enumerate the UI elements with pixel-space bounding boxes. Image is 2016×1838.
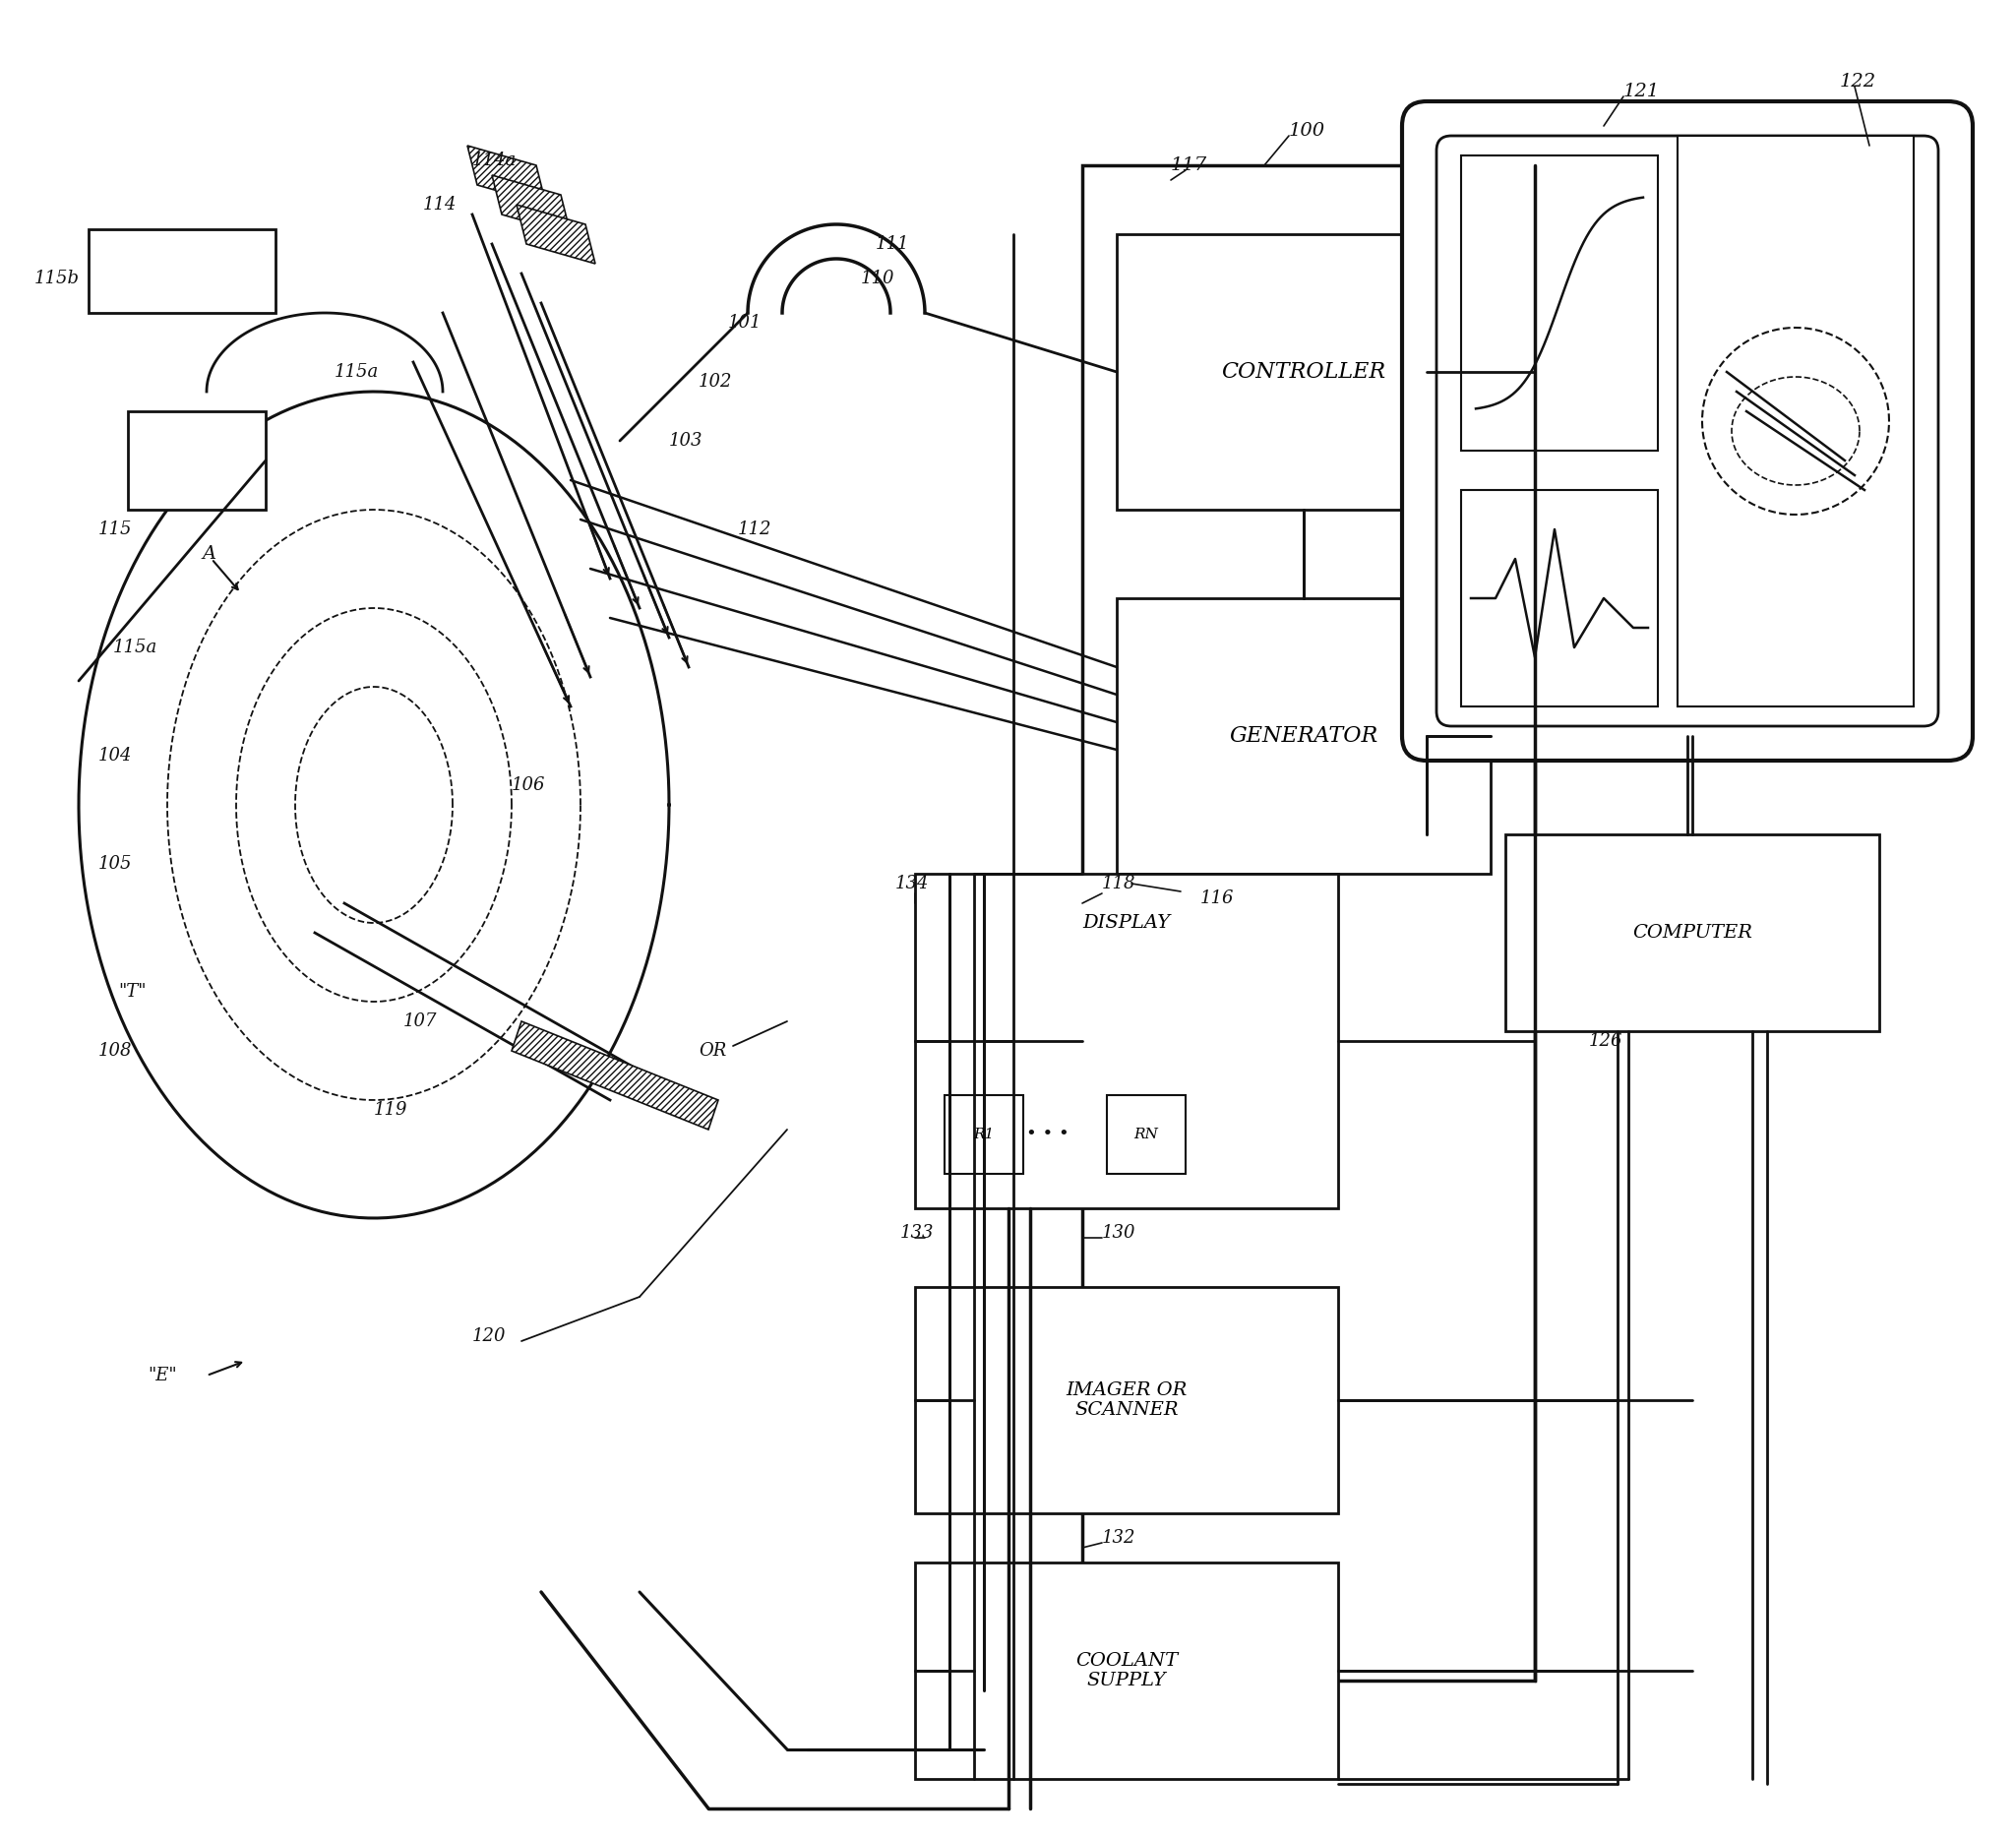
Text: 120: 120 [472, 1327, 506, 1345]
Bar [915, 873, 1339, 1208]
Text: 114: 114 [423, 197, 458, 213]
Text: 121: 121 [1623, 83, 1659, 101]
Text: 115b: 115b [34, 270, 81, 287]
Text: 114a: 114a [472, 151, 516, 169]
Bar [1462, 491, 1657, 706]
Polygon shape [468, 145, 546, 204]
Bar [1117, 233, 1490, 509]
Text: 115a: 115a [335, 364, 379, 380]
Text: R1: R1 [974, 1127, 994, 1141]
Text: 112: 112 [738, 520, 772, 539]
Bar [915, 1287, 1339, 1513]
Text: COMPUTER: COMPUTER [1633, 925, 1752, 941]
Text: DISPLAY: DISPLAY [1083, 913, 1171, 932]
Text: 115: 115 [99, 520, 133, 539]
Text: 116: 116 [1200, 890, 1234, 908]
Text: 101: 101 [728, 314, 762, 331]
Text: "T": "T" [119, 983, 145, 1000]
Bar [1107, 1095, 1185, 1174]
Text: 100: 100 [1288, 121, 1325, 140]
Bar [1506, 834, 1879, 1031]
Bar [127, 412, 266, 509]
Text: 133: 133 [901, 1224, 933, 1242]
Text: 104: 104 [99, 746, 133, 765]
Text: OR: OR [700, 1042, 726, 1061]
Text: IMAGER OR
SCANNER: IMAGER OR SCANNER [1066, 1380, 1187, 1419]
Text: COOLANT
SUPPLY: COOLANT SUPPLY [1075, 1652, 1177, 1689]
FancyBboxPatch shape [1401, 101, 1974, 761]
Bar [915, 1562, 1339, 1779]
Bar [1677, 136, 1913, 706]
Bar [89, 230, 276, 312]
Text: 108: 108 [99, 1042, 133, 1061]
Text: 115a: 115a [113, 638, 157, 656]
Text: 110: 110 [861, 270, 895, 287]
Text: 132: 132 [1103, 1529, 1135, 1548]
Text: 117: 117 [1171, 156, 1208, 175]
Polygon shape [492, 175, 571, 233]
Bar [1462, 156, 1657, 450]
Text: 105: 105 [99, 855, 133, 873]
Bar [946, 1095, 1024, 1174]
Polygon shape [516, 204, 595, 263]
Text: RN: RN [1133, 1127, 1159, 1141]
Text: 103: 103 [669, 432, 704, 450]
Polygon shape [512, 1022, 718, 1130]
Text: 102: 102 [700, 373, 732, 391]
Text: 106: 106 [512, 776, 546, 794]
Text: 118: 118 [1103, 875, 1135, 893]
Text: 119: 119 [373, 1101, 407, 1119]
FancyBboxPatch shape [1437, 136, 1937, 726]
Bar [1117, 597, 1490, 873]
Text: GENERATOR: GENERATOR [1230, 726, 1379, 746]
Text: 111: 111 [875, 235, 909, 254]
Bar [1083, 165, 1534, 1680]
Text: 134: 134 [895, 875, 929, 893]
Text: 107: 107 [403, 1013, 437, 1029]
Text: A: A [202, 546, 216, 562]
Text: 126: 126 [1589, 1033, 1623, 1049]
Text: "E": "E" [147, 1367, 177, 1384]
Text: CONTROLLER: CONTROLLER [1222, 360, 1385, 382]
Text: 122: 122 [1841, 74, 1877, 90]
Text: 130: 130 [1103, 1224, 1135, 1242]
Text: • • •: • • • [1026, 1125, 1068, 1143]
